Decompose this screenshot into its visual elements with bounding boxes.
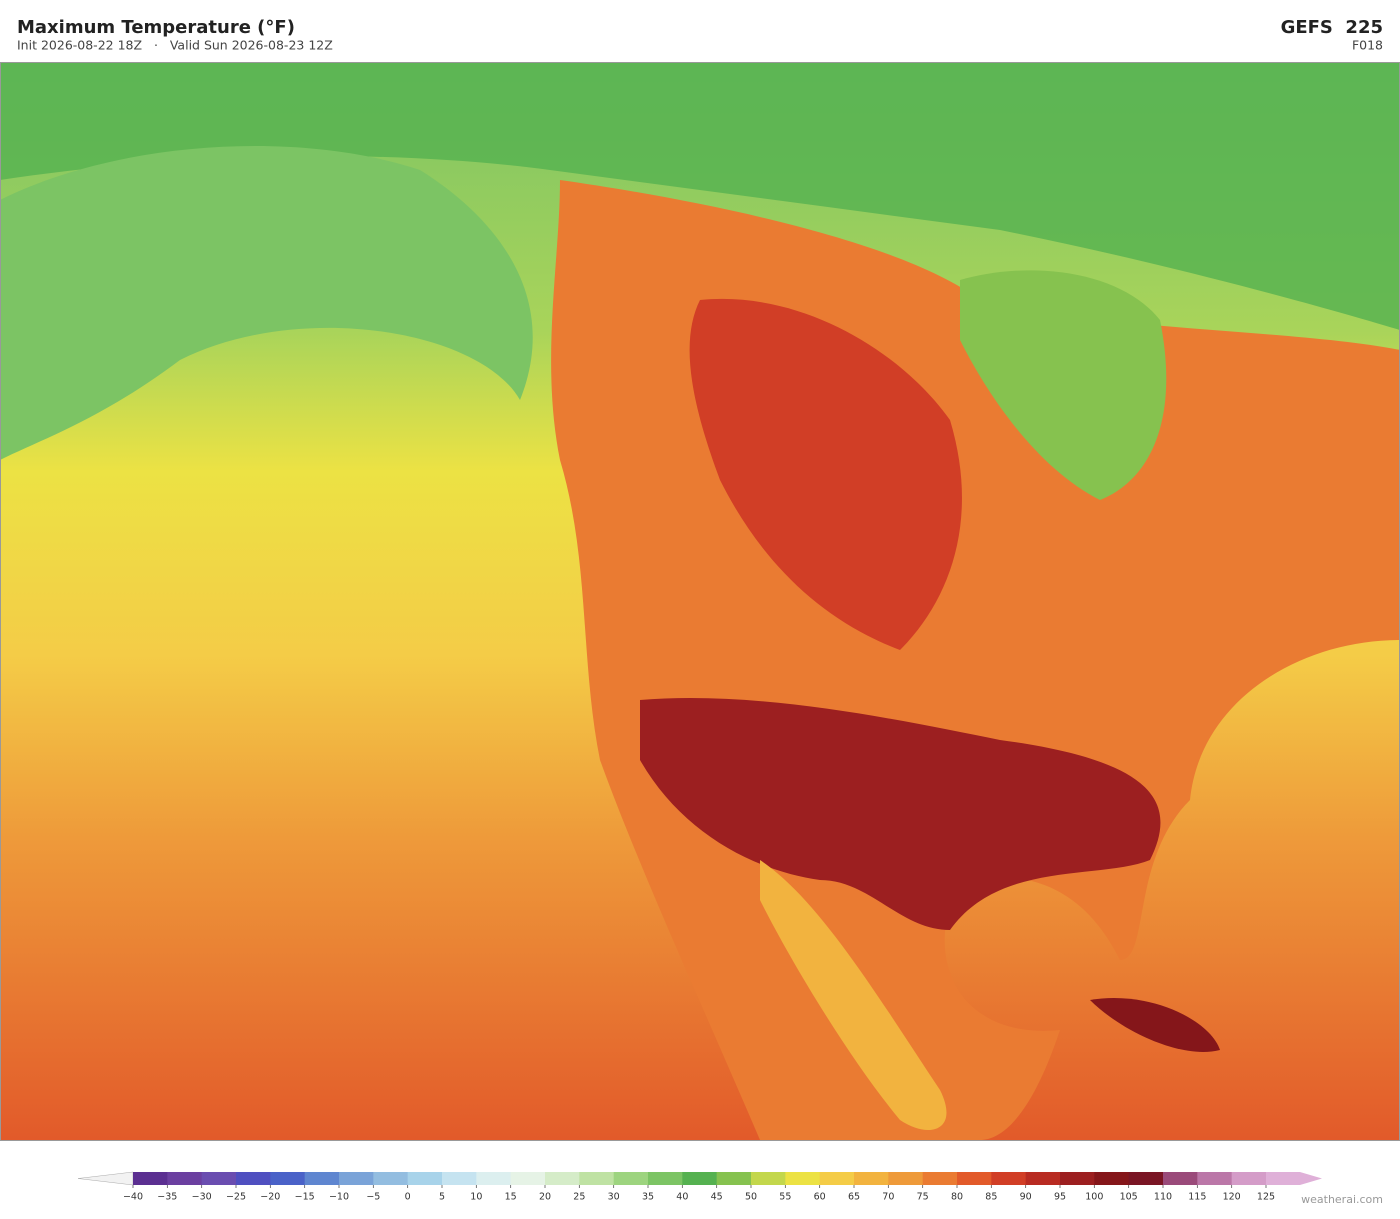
cuba [1090, 998, 1220, 1052]
colorbar-segment [957, 1172, 992, 1185]
colorbar-tick-label: 45 [711, 1192, 723, 1203]
colorbar-tick-label: 5 [439, 1192, 445, 1203]
colorbar-segment [1128, 1172, 1164, 1185]
colorbar-tick-label: −20 [260, 1192, 280, 1203]
colorbar-segment [270, 1172, 306, 1185]
colorbar-segment [613, 1172, 649, 1185]
map [0, 62, 1400, 1140]
colorbar-tick-label: 15 [505, 1192, 517, 1203]
watermark: weatherai.com [1301, 1193, 1383, 1206]
colorbar-tick-label: 55 [779, 1192, 791, 1203]
colorbar-segment [510, 1172, 546, 1185]
colorbar-tick-label: −30 [192, 1192, 212, 1203]
colorbar-segment [407, 1172, 443, 1185]
title: Maximum Temperature (°F) [17, 17, 295, 38]
colorbar-segment [304, 1172, 340, 1185]
colorbar-tick-label: −25 [226, 1192, 246, 1203]
colorbar-tick-label: 125 [1257, 1192, 1275, 1203]
colorbar-tick-label: 95 [1054, 1192, 1066, 1203]
southern-heat [640, 698, 1161, 930]
colorbar-tick-label: 80 [951, 1192, 963, 1203]
colorbar-segment [888, 1172, 924, 1185]
colorbar-tick-label: 10 [470, 1192, 482, 1203]
colorbar-over [1300, 1172, 1322, 1185]
arctic-zone [0, 62, 1400, 330]
colorbar-tick-label: −40 [123, 1192, 143, 1203]
colorbar-tick-label: 30 [608, 1192, 620, 1203]
colorbar-tick-label: 105 [1120, 1192, 1138, 1203]
colorbar-segment [1025, 1172, 1061, 1185]
colorbar-segment [1197, 1172, 1233, 1185]
colorbar-segment [476, 1172, 512, 1185]
colorbar-segment [991, 1172, 1027, 1185]
model: GEFS 225 [1281, 17, 1383, 38]
colorbar-tick-label: 120 [1223, 1192, 1241, 1203]
colorbar-segment [751, 1172, 786, 1185]
colorbar-segment [1231, 1172, 1267, 1185]
hudson-bay [960, 270, 1167, 500]
colorbar-segment [133, 1172, 168, 1185]
colorbar-tick-label: 40 [676, 1192, 688, 1203]
colorbar-tick-label: 65 [848, 1192, 860, 1203]
colorbar-segment [1163, 1172, 1198, 1185]
colorbar-segment [339, 1172, 374, 1185]
colorbar-segment [442, 1172, 477, 1185]
forecast-hour: F018 [1352, 38, 1383, 53]
colorbar-tick-label: 50 [745, 1192, 757, 1203]
colorbar-tick-label: 75 [917, 1192, 929, 1203]
colorbar-segment [785, 1172, 821, 1185]
colorbar-tick-label: 35 [642, 1192, 654, 1203]
colorbar-tick-label: 25 [573, 1192, 585, 1203]
colorbar-tick-label: 90 [1020, 1192, 1032, 1203]
colorbar-segment [716, 1172, 752, 1185]
mexico-highlands [760, 860, 947, 1130]
colorbar-segment [236, 1172, 271, 1185]
colorbar-tick-label: 70 [882, 1192, 894, 1203]
colorbar-under [77, 1171, 134, 1186]
colorbar-tick-label: 110 [1154, 1192, 1172, 1203]
colorbar-segment [579, 1172, 615, 1185]
colorbar-tick-label: −15 [295, 1192, 315, 1203]
colorbar-segment [1060, 1172, 1095, 1185]
colorbar-segment [648, 1172, 683, 1185]
colorbar: −40 −35 −30 −25 −20 −15 −10 −5 0 5 10 15 20 25 30 35 40 4… [77, 1171, 1322, 1203]
colorbar-segment [373, 1172, 409, 1185]
colorbar-segment [819, 1172, 855, 1185]
colorbar-segment [167, 1172, 203, 1185]
colorbar-tick-label: 115 [1188, 1192, 1206, 1203]
colorbar-segment [1094, 1172, 1130, 1185]
colorbar-tick-label: −10 [329, 1192, 349, 1203]
colorbar-segment [545, 1172, 580, 1185]
colorbar-tick-label: 100 [1085, 1192, 1103, 1203]
colorbar-tick-label: 60 [814, 1192, 826, 1203]
colorbar-segment [854, 1172, 889, 1185]
colorbar-tick-label: 20 [539, 1192, 551, 1203]
colorbar-tick-label: 85 [985, 1192, 997, 1203]
colorbar-over-band [1266, 1172, 1300, 1185]
colorbar-tick-label: −35 [157, 1192, 177, 1203]
colorbar-segment [682, 1172, 718, 1185]
alaska [0, 146, 533, 460]
colorbar-segment [201, 1172, 237, 1185]
subtitle: Init 2026-08-22 18Z · Valid Sun 2026-08-… [17, 38, 333, 53]
colorbar-segment [922, 1172, 958, 1185]
plains-heat [689, 298, 962, 650]
colorbar-tick-label: −5 [366, 1192, 380, 1203]
colorbar-tick-label: 0 [405, 1192, 411, 1203]
